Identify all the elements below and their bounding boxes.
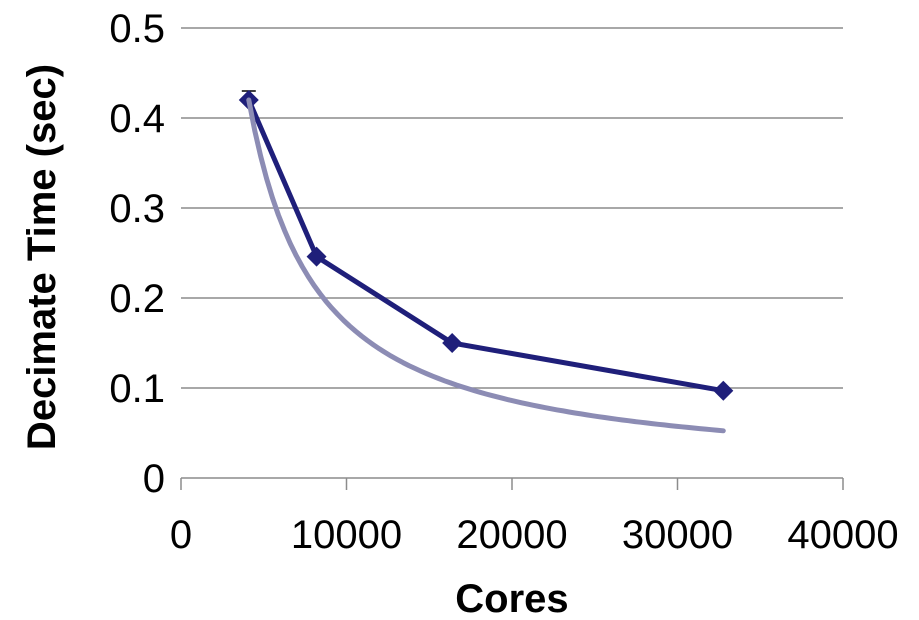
x-tick-labels: 0 10000 20000 30000 40000 — [170, 513, 899, 557]
x-tick-label-0: 0 — [170, 513, 192, 557]
y-tick-label-1: 0.1 — [109, 367, 165, 411]
y-axis-title: Decimate Time (sec) — [20, 64, 64, 450]
ideal-scaling-line — [246, 97, 726, 434]
x-axis-title: Cores — [455, 577, 568, 620]
x-tick-label-2: 20000 — [456, 513, 567, 557]
data-point-2 — [442, 333, 463, 353]
data-point-1 — [306, 246, 327, 267]
grid-lines — [181, 27, 843, 389]
y-tick-label-0: 0 — [143, 457, 165, 501]
x-tick-label-1: 10000 — [291, 513, 402, 557]
y-tick-label-3: 0.3 — [109, 187, 165, 231]
data-point-3 — [713, 380, 734, 401]
measured-line — [246, 99, 724, 394]
y-tick-labels: 0 0.1 0.2 0.3 0.4 0.5 — [109, 7, 165, 501]
y-tick-label-2: 0.2 — [109, 277, 165, 321]
x-tick-label-3: 30000 — [622, 513, 733, 557]
tick-marks — [180, 478, 844, 490]
x-tick-label-4: 40000 — [787, 513, 898, 557]
series-layer — [238, 90, 734, 434]
y-tick-label-4: 0.4 — [109, 97, 165, 141]
y-tick-label-5: 0.5 — [109, 7, 165, 51]
